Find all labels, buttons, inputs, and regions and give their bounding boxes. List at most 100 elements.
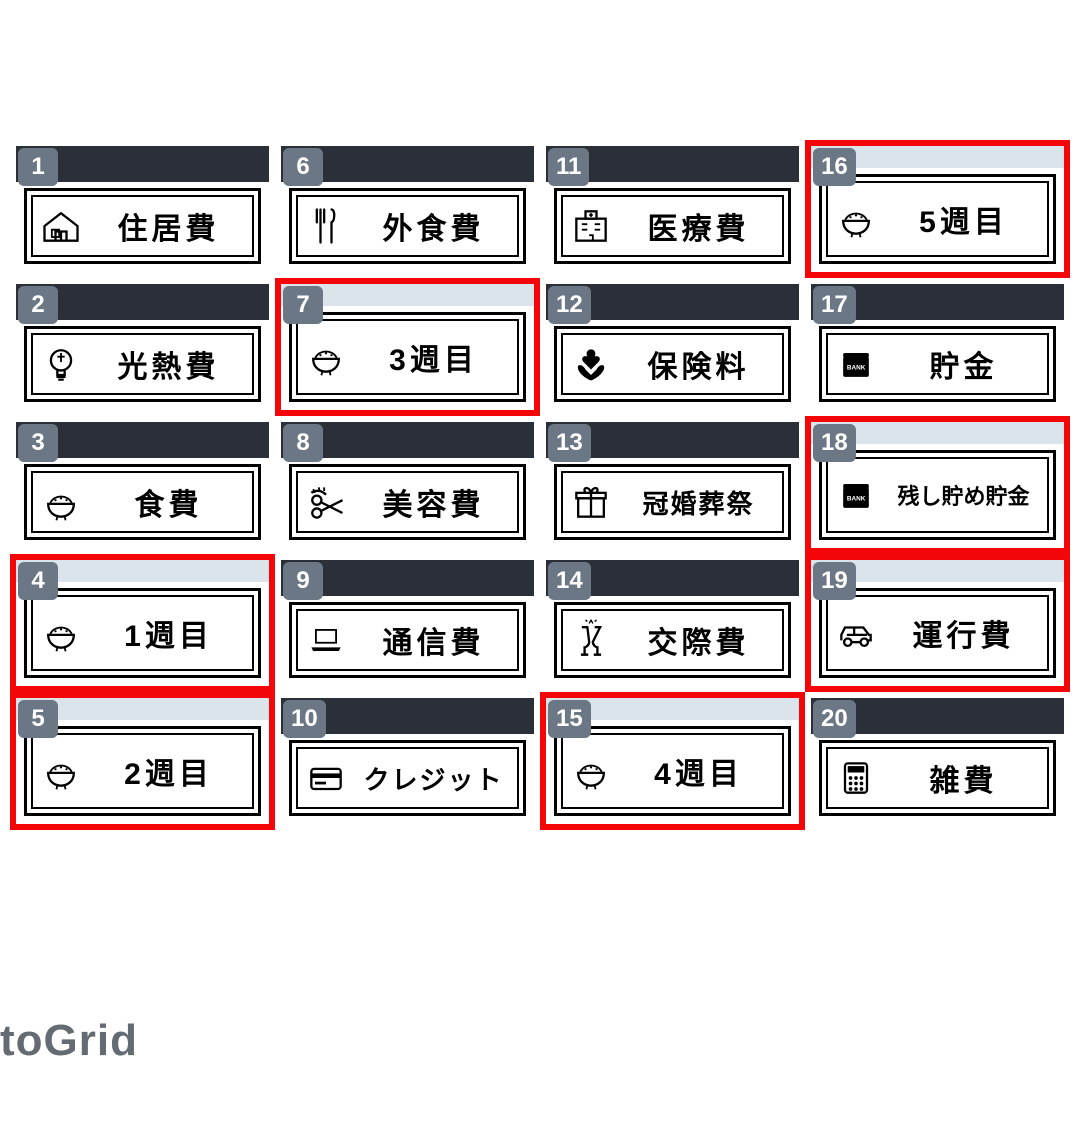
category-label: 1週目 (91, 611, 246, 655)
card-wrap: 外食費 (281, 182, 534, 272)
hospital-icon (567, 202, 615, 250)
card-inner: 運行費 (826, 595, 1049, 671)
category-label: 交際費 (621, 618, 776, 662)
cell-number-badge: 12 (548, 286, 591, 324)
card-wrap: 光熱費 (16, 320, 269, 410)
card-inner: 貯金 (826, 333, 1049, 395)
category-cell-2[interactable]: 2 光熱費 (10, 278, 275, 416)
category-label: 4週目 (621, 749, 776, 793)
card-inner: 通信費 (296, 609, 519, 671)
cell-number-badge: 17 (813, 286, 856, 324)
category-card: 通信費 (289, 602, 526, 678)
category-label: クレジット (356, 760, 511, 797)
watermark: toGrid (0, 1016, 138, 1066)
category-card: 光熱費 (24, 326, 261, 402)
cell-number-badge: 4 (18, 562, 58, 600)
category-cell-7[interactable]: 73週目 (275, 278, 540, 416)
card-inner: 2週目 (31, 733, 254, 809)
category-card: 食費 (24, 464, 261, 540)
rice-icon (37, 478, 85, 526)
card-inner: 医療費 (561, 195, 784, 257)
card-wrap: 保険料 (546, 320, 799, 410)
cell-number-badge: 18 (813, 424, 856, 462)
card-wrap: 住居費 (16, 182, 269, 272)
bulb-icon (37, 340, 85, 388)
category-label: 住居費 (91, 204, 246, 248)
category-card: 外食費 (289, 188, 526, 264)
card-icon (302, 754, 350, 802)
card-inner: 冠婚葬祭 (561, 471, 784, 533)
card-wrap: 貯金 (811, 320, 1064, 410)
cell-number-badge: 3 (18, 424, 58, 462)
category-cell-11[interactable]: 11医療費 (540, 140, 805, 278)
category-label: 保険料 (621, 342, 776, 386)
category-label: 食費 (91, 480, 246, 524)
car-icon (832, 609, 880, 657)
category-grid: 1住居費6外食費11医療費165週目2光熱費73週目12保険料17貯金3食費8美… (10, 140, 1070, 830)
category-cell-18[interactable]: 18残し貯め貯金 (805, 416, 1070, 554)
category-cell-12[interactable]: 12 保険料 (540, 278, 805, 416)
category-card: 5週目 (819, 174, 1056, 264)
cell-number-badge: 1 (18, 148, 58, 186)
category-cell-9[interactable]: 9通信費 (275, 554, 540, 692)
cell-number-badge: 19 (813, 562, 856, 600)
card-inner: 4週目 (561, 733, 784, 809)
cell-number-badge: 8 (283, 424, 323, 462)
category-label: 外食費 (356, 204, 511, 248)
category-card: 残し貯め貯金 (819, 450, 1056, 540)
category-cell-19[interactable]: 19運行費 (805, 554, 1070, 692)
cell-number-badge: 2 (18, 286, 58, 324)
category-card: 雑費 (819, 740, 1056, 816)
category-card: 3週目 (289, 312, 526, 402)
rice-icon (832, 195, 880, 243)
card-inner: 5週目 (826, 181, 1049, 257)
cell-number-badge: 20 (813, 700, 856, 738)
card-wrap: クレジット (281, 734, 534, 824)
category-cell-4[interactable]: 4 1週目 (10, 554, 275, 692)
category-label: 医療費 (621, 204, 776, 248)
card-inner: 交際費 (561, 609, 784, 671)
cell-number-badge: 15 (548, 700, 591, 738)
scissor-icon (302, 478, 350, 526)
category-cell-3[interactable]: 3 食費 (10, 416, 275, 554)
category-card: 住居費 (24, 188, 261, 264)
laptop-icon (302, 616, 350, 664)
category-card: 運行費 (819, 588, 1056, 678)
category-label: 光熱費 (91, 342, 246, 386)
category-cell-13[interactable]: 13 冠婚葬祭 (540, 416, 805, 554)
category-cell-6[interactable]: 6 外食費 (275, 140, 540, 278)
cell-number-badge: 6 (283, 148, 323, 186)
category-card: 2週目 (24, 726, 261, 816)
bank-icon (832, 471, 880, 519)
cheers-icon (567, 616, 615, 664)
category-cell-1[interactable]: 1 住居費 (10, 140, 275, 278)
card-inner: 美容費 (296, 471, 519, 533)
cell-number-badge: 14 (548, 562, 591, 600)
cell-number-badge: 16 (813, 148, 856, 186)
cell-number-badge: 7 (283, 286, 323, 324)
category-cell-20[interactable]: 20雑費 (805, 692, 1070, 830)
cell-number-badge: 10 (283, 700, 326, 738)
category-cell-14[interactable]: 14 交際費 (540, 554, 805, 692)
category-card: 冠婚葬祭 (554, 464, 791, 540)
category-cell-15[interactable]: 15 4週目 (540, 692, 805, 830)
category-cell-17[interactable]: 17 貯金 (805, 278, 1070, 416)
calc-icon (832, 754, 880, 802)
category-cell-10[interactable]: 10 クレジット (275, 692, 540, 830)
hands-icon (567, 340, 615, 388)
cell-number-badge: 13 (548, 424, 591, 462)
card-inner: 住居費 (31, 195, 254, 257)
category-cell-8[interactable]: 8 美容費 (275, 416, 540, 554)
category-cell-16[interactable]: 165週目 (805, 140, 1070, 278)
category-card: 保険料 (554, 326, 791, 402)
category-card: 1週目 (24, 588, 261, 678)
card-inner: クレジット (296, 747, 519, 809)
rice-icon (37, 609, 85, 657)
card-inner: 外食費 (296, 195, 519, 257)
card-wrap: 食費 (16, 458, 269, 548)
bank-icon (832, 340, 880, 388)
card-wrap: 交際費 (546, 596, 799, 686)
card-wrap: 美容費 (281, 458, 534, 548)
category-cell-5[interactable]: 52週目 (10, 692, 275, 830)
category-card: 4週目 (554, 726, 791, 816)
